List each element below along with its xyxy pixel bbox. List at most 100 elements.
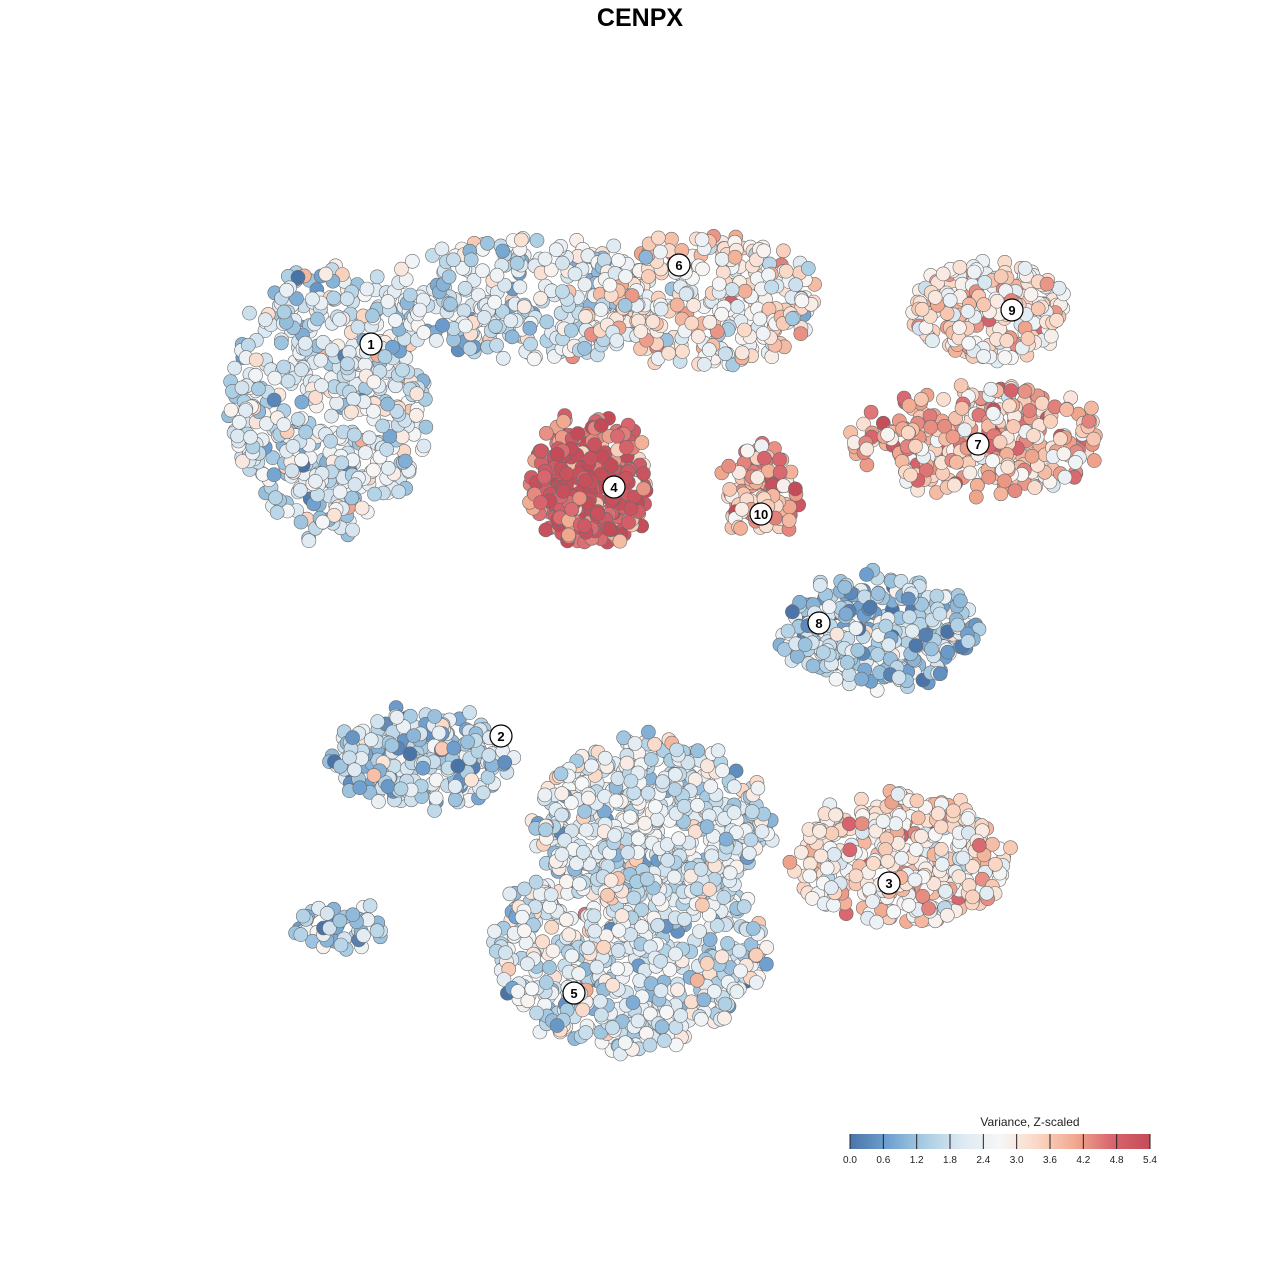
color-legend: Variance, Z-scaled 0.0 0.6 1.2 1.8 2.4 3.0 3.6… — [843, 1115, 1157, 1166]
data-point — [717, 1010, 732, 1026]
data-point — [554, 786, 570, 801]
data-point — [910, 810, 926, 826]
data-point — [308, 390, 324, 405]
data-point — [587, 437, 602, 452]
data-point — [826, 897, 841, 913]
data-point — [862, 599, 878, 615]
data-point — [538, 822, 554, 838]
data-point — [953, 378, 969, 393]
data-point — [464, 772, 479, 788]
data-point — [475, 263, 490, 279]
data-point — [961, 335, 977, 351]
data-point — [673, 1008, 689, 1023]
data-point — [460, 734, 476, 750]
data-point — [778, 263, 794, 279]
data-point — [764, 279, 779, 295]
data-point — [375, 418, 390, 434]
data-point — [854, 791, 869, 807]
data-point — [597, 750, 613, 766]
data-point — [416, 438, 432, 454]
data-point — [555, 284, 570, 299]
data-point — [689, 881, 705, 897]
data-point — [344, 404, 359, 420]
data-point — [699, 956, 715, 971]
data-point — [524, 981, 540, 997]
data-point — [409, 407, 424, 423]
legend-tick-label: 4.8 — [1110, 1155, 1124, 1166]
data-point — [332, 312, 347, 327]
data-point — [538, 975, 554, 990]
data-point — [974, 871, 990, 887]
data-point — [772, 464, 788, 480]
cluster-label-6: 6 — [675, 258, 682, 273]
data-point — [726, 779, 742, 795]
data-point — [968, 489, 984, 505]
data-point — [548, 242, 564, 257]
data-point — [539, 314, 555, 330]
data-point — [578, 822, 594, 838]
data-point — [659, 1004, 674, 1020]
data-point — [1044, 328, 1059, 344]
data-point — [881, 637, 897, 653]
data-point — [567, 266, 583, 282]
data-point — [693, 861, 709, 877]
data-point — [952, 320, 967, 336]
data-point — [727, 249, 743, 265]
data-point — [625, 995, 641, 1010]
data-point — [1030, 301, 1046, 317]
data-point — [633, 324, 649, 339]
data-point — [238, 403, 253, 418]
data-point — [902, 609, 917, 625]
data-point — [537, 251, 553, 267]
data-point — [416, 325, 432, 340]
data-point — [456, 303, 472, 319]
data-point — [985, 406, 1001, 421]
data-point — [926, 876, 942, 891]
data-point — [347, 762, 362, 778]
data-point — [1003, 840, 1018, 856]
data-point — [1039, 276, 1055, 292]
data-point — [983, 381, 999, 397]
data-point — [564, 501, 580, 517]
data-point — [690, 797, 705, 813]
data-point — [642, 1037, 658, 1053]
data-point — [572, 876, 587, 892]
data-point — [716, 890, 732, 905]
data-point — [904, 623, 920, 639]
data-point — [960, 304, 976, 319]
data-point — [276, 359, 292, 375]
data-point — [596, 939, 612, 955]
data-point — [957, 422, 973, 438]
data-point — [1043, 414, 1058, 429]
data-point — [251, 381, 266, 397]
data-point — [389, 709, 405, 725]
data-point — [584, 758, 599, 774]
data-point — [971, 837, 987, 853]
data-point — [605, 977, 621, 993]
data-point — [559, 874, 574, 889]
data-point — [780, 623, 796, 639]
data-point — [267, 370, 283, 386]
data-point — [361, 430, 377, 446]
data-point — [542, 960, 557, 975]
data-point — [1017, 261, 1033, 276]
data-point — [641, 724, 656, 740]
data-point — [772, 452, 787, 467]
data-point — [554, 807, 569, 823]
data-point — [295, 908, 311, 924]
data-point — [241, 337, 256, 353]
data-point — [545, 943, 561, 959]
data-point — [293, 927, 309, 942]
data-point — [571, 966, 587, 982]
data-point — [812, 823, 827, 839]
data-point — [650, 918, 666, 933]
data-point — [334, 455, 350, 471]
data-point — [945, 803, 961, 819]
data-point — [802, 868, 818, 884]
data-point — [870, 647, 886, 662]
data-point — [366, 403, 381, 419]
data-point — [914, 301, 930, 317]
data-point — [434, 241, 450, 257]
data-point — [1087, 453, 1102, 468]
data-point — [1056, 446, 1072, 462]
